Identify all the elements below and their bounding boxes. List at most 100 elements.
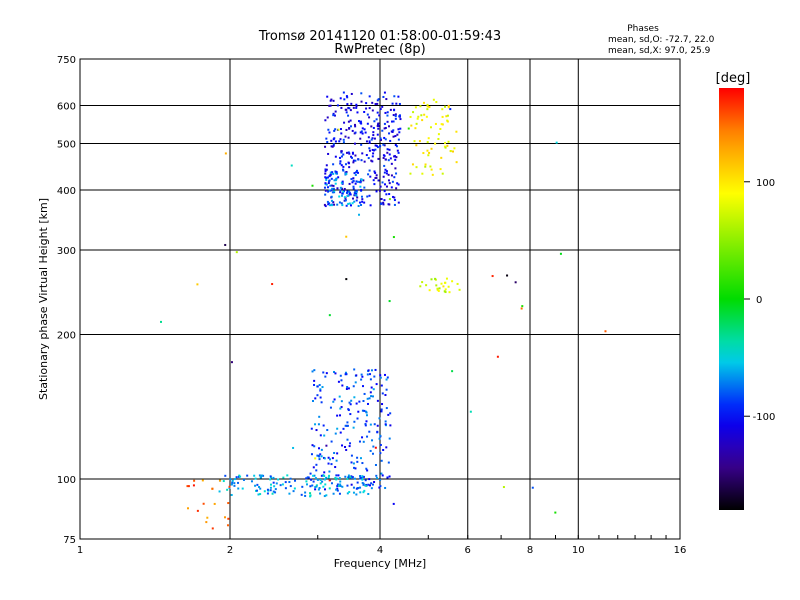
data-point: [383, 127, 386, 130]
data-point: [430, 278, 433, 281]
data-point: [378, 114, 381, 117]
data-point: [329, 171, 332, 174]
data-point: [273, 485, 276, 488]
data-point: [345, 163, 348, 166]
data-point: [227, 517, 230, 520]
data-point: [370, 369, 373, 372]
data-point: [333, 114, 336, 117]
data-point: [376, 124, 379, 127]
data-point: [348, 166, 351, 169]
data-point: [345, 235, 348, 238]
data-point: [226, 524, 229, 527]
data-point: [397, 151, 400, 154]
data-point: [347, 114, 350, 117]
data-point: [327, 462, 330, 465]
data-point: [350, 454, 353, 457]
data-point: [324, 189, 327, 192]
data-point: [387, 461, 390, 464]
data-point: [288, 481, 291, 484]
data-point: [333, 203, 336, 206]
data-point: [272, 481, 275, 484]
data-point: [312, 474, 315, 477]
data-point: [356, 481, 359, 484]
data-point: [392, 502, 395, 505]
data-point: [322, 371, 325, 374]
data-point: [373, 423, 376, 426]
data-point: [384, 126, 387, 129]
data-point: [331, 171, 334, 174]
data-point: [300, 493, 303, 496]
data-point: [383, 144, 386, 147]
data-point: [272, 476, 275, 479]
data-point: [339, 484, 342, 487]
data-point: [349, 109, 352, 112]
chart-title: Tromsø 20141120 01:58:00-01:59:43: [258, 29, 501, 44]
data-point: [320, 448, 323, 451]
data-point: [381, 392, 384, 395]
data-point: [420, 114, 423, 117]
grid-lines: [79, 59, 681, 539]
data-point: [319, 479, 322, 482]
data-point: [369, 204, 372, 207]
data-point: [326, 116, 329, 119]
data-point: [369, 391, 372, 394]
data-point: [383, 164, 386, 167]
data-point: [435, 284, 438, 287]
data-point: [355, 487, 358, 490]
data-point: [206, 516, 209, 519]
data-point: [325, 476, 328, 479]
data-point: [330, 440, 333, 443]
data-point: [389, 424, 392, 427]
data-point: [451, 280, 454, 283]
data-point: [426, 141, 429, 144]
data-point: [384, 420, 387, 423]
data-point: [375, 383, 378, 386]
data-point: [355, 402, 358, 405]
data-point: [271, 492, 274, 495]
data-point: [383, 122, 386, 125]
data-point: [379, 145, 382, 148]
data-point: [397, 138, 400, 141]
data-point: [407, 127, 410, 130]
data-point: [365, 414, 368, 417]
data-point: [360, 130, 363, 133]
data-point: [218, 490, 221, 493]
y-tick-label: 75: [63, 535, 76, 546]
data-point: [353, 142, 356, 145]
data-point: [242, 478, 245, 481]
data-point: [422, 101, 425, 104]
data-point: [279, 484, 282, 487]
data-point: [385, 170, 388, 173]
data-point: [351, 151, 354, 154]
data-point: [186, 485, 189, 488]
data-point: [345, 387, 348, 390]
data-point: [339, 189, 342, 192]
data-point: [382, 143, 385, 146]
data-point: [330, 463, 333, 466]
data-point: [346, 194, 349, 197]
data-point: [334, 466, 337, 469]
colorbar-label: [deg]: [716, 71, 751, 86]
data-point: [341, 485, 344, 488]
data-point: [506, 274, 509, 277]
data-point: [332, 172, 335, 175]
data-point: [349, 204, 352, 207]
data-point: [428, 106, 431, 109]
data-point: [332, 163, 335, 166]
data-point: [344, 135, 347, 138]
data-point: [328, 314, 331, 317]
data-point: [368, 169, 371, 172]
data-point: [363, 201, 366, 204]
data-point: [238, 474, 241, 477]
data-point: [381, 474, 384, 477]
data-point: [388, 300, 391, 303]
data-point: [324, 483, 327, 486]
data-point: [554, 511, 557, 514]
data-point: [372, 152, 375, 155]
data-point: [441, 172, 444, 175]
data-point: [388, 132, 391, 135]
data-point: [328, 487, 331, 490]
data-point: [327, 182, 330, 185]
data-point: [354, 190, 357, 193]
data-point: [368, 478, 371, 481]
